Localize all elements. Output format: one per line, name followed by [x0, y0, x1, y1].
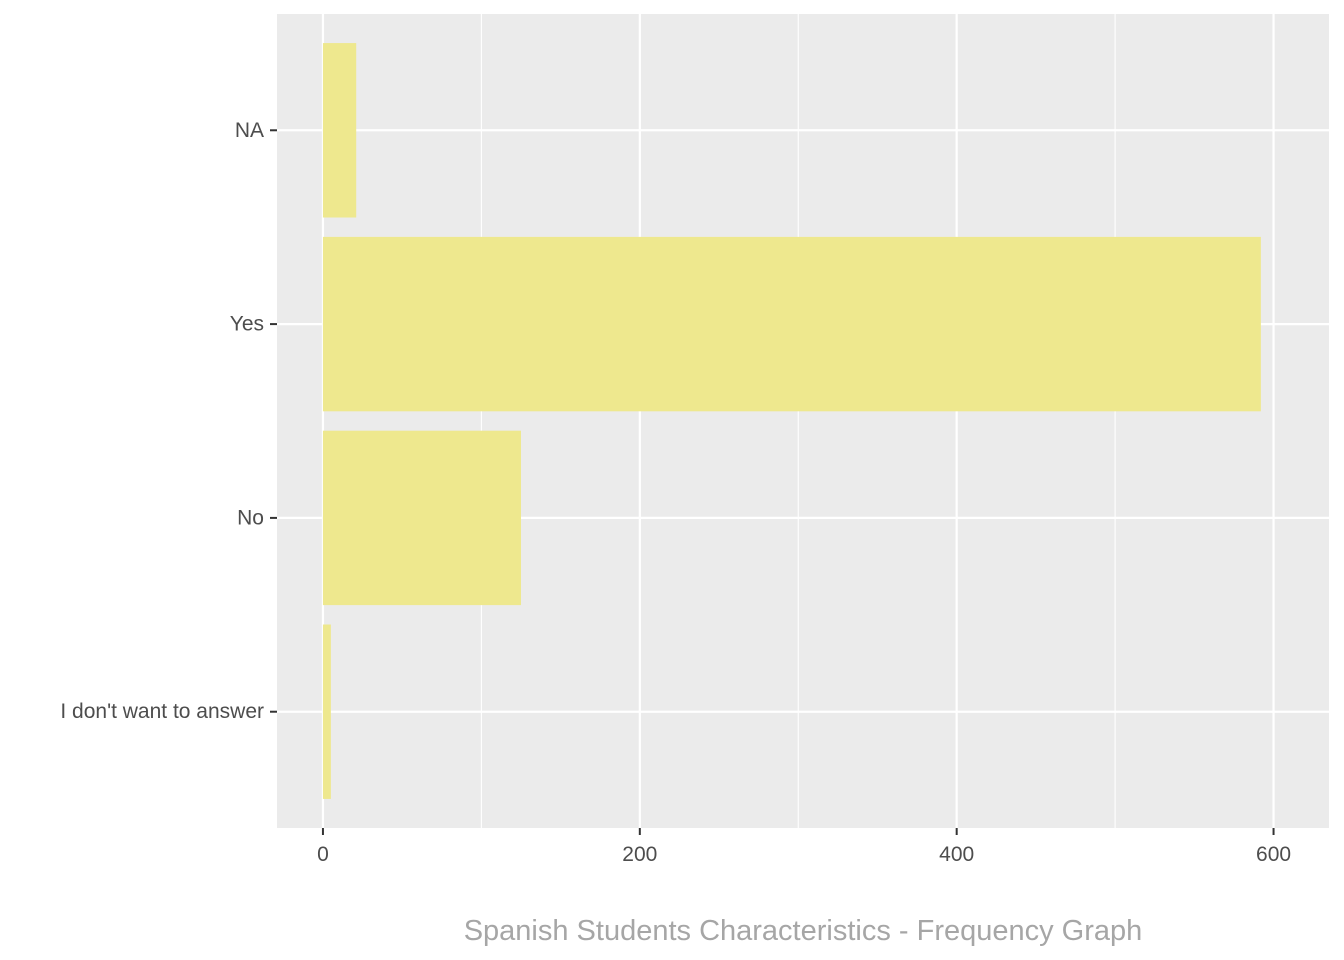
y-tick-label: Yes [230, 313, 264, 336]
x-tick-label: 0 [317, 843, 329, 866]
y-tick-label: No [237, 506, 264, 529]
bar [322, 430, 521, 606]
y-tick-label: NA [235, 119, 264, 142]
bars [322, 43, 1261, 799]
x-tick-label: 200 [622, 843, 657, 866]
x-tick-label: 400 [939, 843, 974, 866]
y-tick-label: I don't want to answer [60, 700, 264, 723]
bar [322, 43, 357, 218]
minor-gridlines [480, 14, 1116, 828]
x-axis: 0 200 400 600 [317, 828, 1291, 866]
x-tick-label: 600 [1256, 843, 1291, 866]
bar [322, 236, 1261, 412]
bar [322, 624, 331, 799]
chart-caption: Spanish Students Characteristics - Frequ… [464, 915, 1143, 947]
plot-panel [277, 14, 1329, 828]
y-axis: I don't want to answer No Yes NA [60, 119, 277, 723]
